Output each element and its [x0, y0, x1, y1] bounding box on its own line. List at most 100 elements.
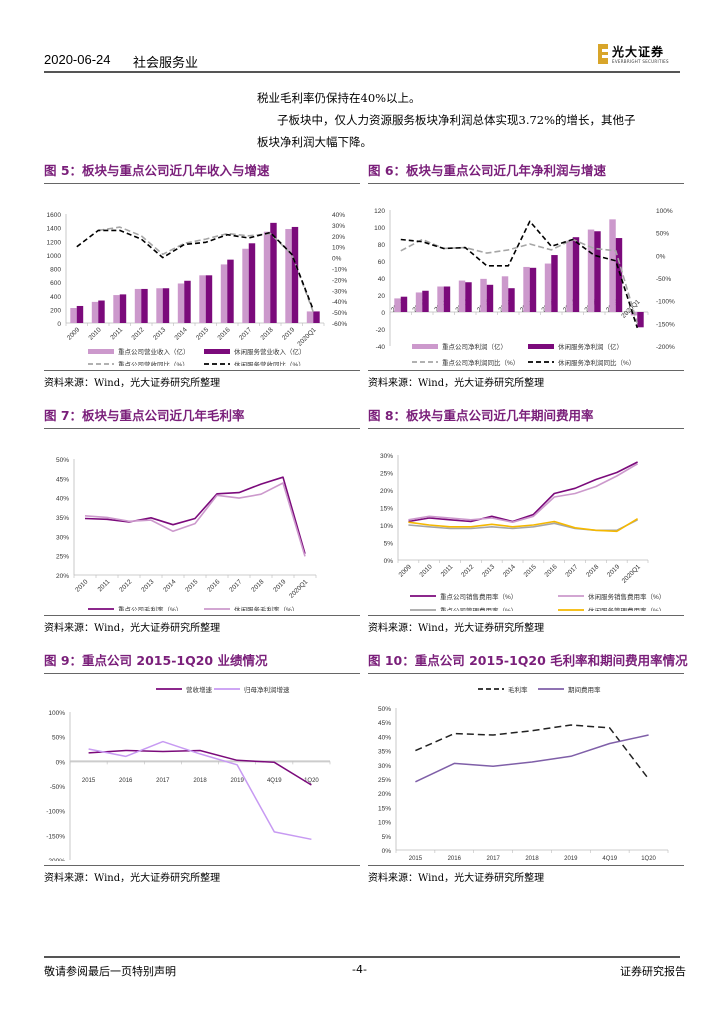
legend-label: 重点公司管理费用率（%）	[440, 606, 517, 611]
bar	[572, 237, 580, 312]
y-tick-label: -100%	[46, 809, 65, 816]
logo-subtext: EVERBRIGHT SECURITIES	[612, 59, 669, 64]
y-tick-label: 50%	[378, 706, 391, 713]
bar	[637, 312, 644, 328]
x-tick-label: 2015	[195, 326, 210, 341]
legend-label: 休闲服务营收同比（%）	[234, 360, 305, 366]
legend-label: 休闲服务毛利率（%）	[234, 605, 298, 611]
legend-label: 休闲服务净利润同比（%）	[558, 358, 635, 366]
x-tick-label: 2016	[448, 856, 462, 861]
source-rule	[44, 370, 360, 371]
source-note: 资料来源：Wind，光大证券研究所整理	[44, 873, 221, 884]
y2-tick-label: -20%	[332, 277, 347, 284]
x-tick-label: 2014	[502, 563, 517, 578]
y-tick-label: -200%	[46, 858, 65, 861]
y2-tick-label: -10%	[332, 267, 347, 274]
chart-fig9: -200% -150% -100% -50% 0% 50% 100% 2015 2016 2017…	[46, 685, 331, 865]
bar	[70, 308, 77, 323]
bar	[141, 288, 148, 323]
figure-5: 图 5：板块与重点公司近几年收入与增速 0 200 400 600 800 1000 120…	[44, 160, 360, 389]
y-tick-label: 15%	[380, 506, 393, 513]
x-tick-label: 2020Q1	[288, 578, 310, 600]
footer-divider	[44, 956, 680, 958]
bar	[248, 243, 256, 323]
legend-swatch	[528, 344, 554, 349]
series-line	[415, 724, 650, 780]
x-tick-label: 2020Q1	[621, 563, 643, 585]
source-rule	[368, 865, 684, 866]
x-tick-label: 2012	[118, 578, 133, 593]
y2-tick-label: -200%	[656, 344, 675, 351]
x-tick-label: 2016	[119, 778, 133, 784]
bar	[465, 282, 472, 312]
y2-tick-label: 100%	[656, 208, 673, 215]
x-tick-label: 2012	[130, 326, 145, 341]
bar	[91, 301, 99, 323]
bar	[594, 231, 601, 312]
bar	[587, 229, 595, 312]
bar	[177, 283, 185, 323]
bar	[76, 305, 84, 323]
x-tick-label: 2019	[272, 578, 287, 593]
bar	[394, 298, 401, 312]
y-tick-label: -50%	[50, 784, 65, 791]
body-line-2: 子板块中，仅人力资源服务板块净利润总体实现3.72%的增长，其他子	[277, 113, 636, 127]
industry-label: 社会服务业	[133, 56, 199, 71]
legend-swatch	[88, 349, 114, 354]
y-tick-label: 400	[50, 294, 61, 301]
bar	[422, 290, 429, 312]
x-tick-label: 2020Q1	[296, 326, 318, 348]
bar	[285, 228, 292, 323]
bar	[615, 238, 623, 312]
x-tick-label: 2016	[543, 563, 558, 578]
bar	[529, 267, 537, 312]
figure-title-rule	[44, 428, 360, 429]
y-tick-label: 1000	[47, 253, 62, 260]
source-note: 资料来源：Wind，光大证券研究所整理	[368, 623, 545, 634]
y-tick-label: 40%	[378, 734, 391, 741]
y-tick-label: 600	[50, 280, 61, 287]
y-tick-label: 100	[374, 225, 385, 232]
chart-fig8: 0% 5% 10% 15% 20% 25% 30% 2009 2010 2011 2012 2013 2…	[380, 453, 665, 615]
source-rule	[44, 865, 360, 866]
x-tick-label: 2017	[156, 778, 170, 784]
x-tick-label: 2011	[109, 326, 124, 341]
y-tick-label: 40	[378, 276, 386, 283]
bar	[220, 264, 228, 323]
y-tick-label: 45%	[56, 476, 69, 483]
y-tick-label: -40	[376, 344, 386, 351]
bar	[263, 231, 271, 323]
bar	[400, 296, 408, 312]
y2-tick-label: 30%	[332, 223, 345, 230]
y-tick-label: 25%	[380, 471, 393, 478]
y2-tick-label: -150%	[656, 321, 675, 328]
legend-label: 休闲服务销售费用率（%）	[588, 592, 665, 601]
x-tick-label: 2015	[523, 563, 538, 578]
series-line	[408, 463, 639, 523]
chart-fig10: 0% 5% 10% 15% 20% 25% 30% 35% 40% 45% 50% 2015 2016 2…	[378, 685, 669, 862]
y-tick-label: 800	[50, 267, 61, 274]
series-line	[408, 461, 638, 523]
y-tick-label: 35%	[378, 749, 391, 756]
x-tick-label: 2017	[564, 563, 579, 578]
source-note: 资料来源：Wind，光大证券研究所整理	[368, 873, 545, 884]
bar	[551, 255, 558, 312]
logo-mark-icon	[598, 44, 608, 64]
y2-tick-label: -100%	[656, 299, 675, 306]
x-tick-label: 2011	[97, 578, 112, 593]
y2-tick-label: -50%	[332, 310, 347, 317]
source-note: 资料来源：Wind，光大证券研究所整理	[44, 623, 221, 634]
legend-label: 毛利率	[508, 685, 528, 694]
bar	[306, 311, 314, 323]
figure-title: 图 9：重点公司 2015-1Q20 业绩情况	[44, 653, 268, 668]
series-line	[408, 519, 638, 532]
legend-swatch	[412, 344, 438, 349]
figure-title: 图 7：板块与重点公司近几年毛利率	[44, 408, 245, 423]
page-number: -4-	[352, 963, 367, 976]
x-tick-label: 2013	[140, 578, 155, 593]
bar	[437, 286, 444, 312]
legend-label: 休闲服务净利润（亿）	[558, 342, 623, 351]
y-tick-label: 40%	[56, 496, 69, 503]
bar	[205, 275, 213, 323]
figure-title-rule	[368, 428, 684, 429]
